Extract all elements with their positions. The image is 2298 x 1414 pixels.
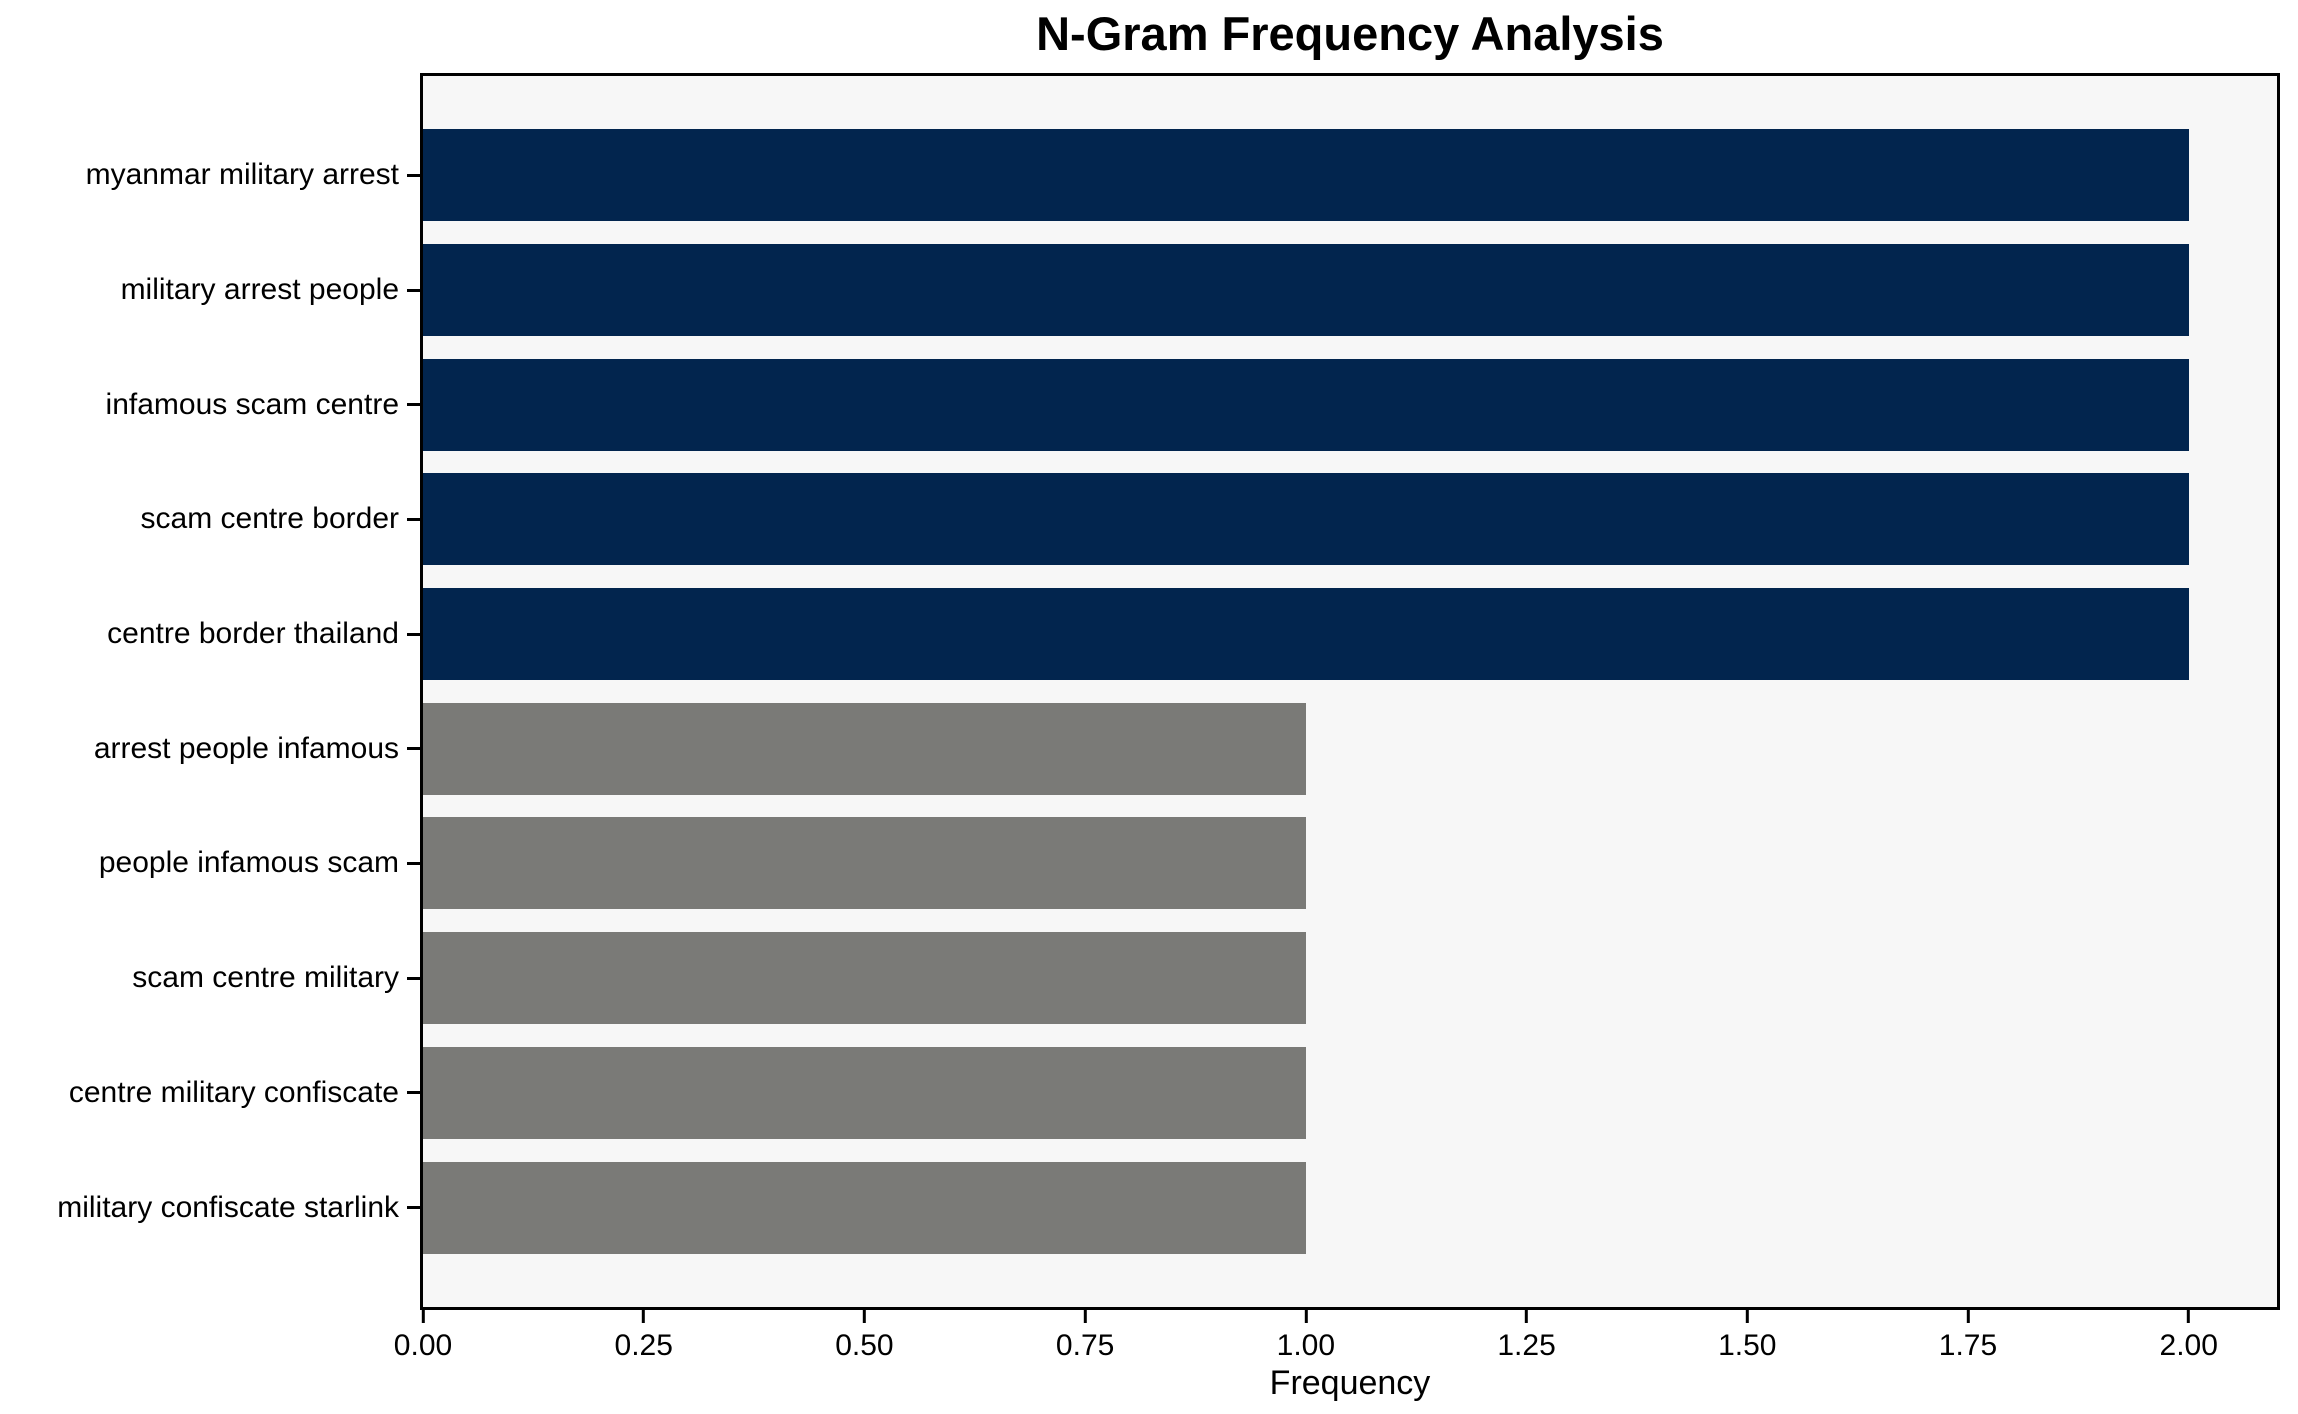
y-tick-label: centre border thailand	[107, 617, 399, 651]
bar	[423, 702, 1306, 795]
y-tick-row: infamous scam centre	[0, 347, 420, 462]
x-tick-label: 1.25	[1497, 1329, 1556, 1362]
y-axis: myanmar military arrest military arrest p…	[0, 118, 420, 1265]
x-tick-label: 1.50	[1718, 1329, 1777, 1362]
y-tick-row: scam centre border	[0, 462, 420, 577]
bar-row	[423, 1150, 2277, 1265]
y-tick-row: arrest people infamous	[0, 691, 420, 806]
x-tick-label: 1.75	[1938, 1329, 1998, 1362]
y-tick-label: arrest people infamous	[93, 731, 399, 765]
y-tick-mark	[407, 861, 420, 865]
x-tick: 0.75	[1056, 1310, 1114, 1363]
y-tick-label: infamous scam centre	[105, 387, 399, 421]
y-tick-row: centre border thailand	[0, 577, 420, 692]
plot-area	[420, 73, 2280, 1310]
x-tick-mark	[1966, 1310, 1970, 1323]
x-tick-mark	[1525, 1310, 1529, 1323]
x-tick-mark	[862, 1310, 866, 1323]
y-tick-label: centre military confiscate	[68, 1075, 399, 1109]
x-tick-label: 1.00	[1276, 1329, 1336, 1362]
x-tick: 1.50	[1718, 1310, 1776, 1363]
bar	[423, 358, 2189, 451]
y-tick-mark	[407, 288, 420, 292]
x-tick: 1.25	[1497, 1310, 1556, 1363]
y-tick-label: myanmar military arrest	[85, 158, 399, 192]
y-tick-label: military arrest people	[120, 273, 399, 307]
x-tick-label: 0.50	[835, 1329, 894, 1362]
y-tick-row: scam centre military	[0, 921, 420, 1036]
bar	[423, 473, 2189, 566]
y-tick-label: people infamous scam	[98, 846, 399, 880]
y-tick-mark	[407, 1206, 420, 1210]
x-axis: 0.00 0.25 0.50 0.75 1.00 1.25 1.50 1.75 2.00	[394, 1310, 2277, 1370]
x-tick-mark	[1083, 1310, 1087, 1323]
bar	[423, 129, 2189, 222]
bar-row	[423, 577, 2277, 692]
y-tick-row: myanmar military arrest	[0, 118, 420, 233]
y-tick-mark	[407, 747, 420, 751]
x-tick-mark	[642, 1310, 646, 1323]
y-tick-label: scam centre border	[140, 502, 399, 536]
bar-row	[423, 462, 2277, 577]
x-tick: 1.00	[1277, 1310, 1335, 1363]
x-tick-label: 0.00	[393, 1329, 453, 1362]
x-tick-mark	[1745, 1310, 1749, 1323]
bar-row	[423, 691, 2277, 806]
bar	[423, 932, 1306, 1025]
bar	[423, 588, 2189, 681]
y-tick-label: scam centre military	[132, 961, 399, 995]
x-tick-label: 0.25	[614, 1329, 673, 1362]
bars-layer	[423, 76, 2277, 1307]
x-tick-mark	[421, 1310, 425, 1323]
x-tick: 1.75	[1939, 1310, 1997, 1363]
bar-row	[423, 806, 2277, 921]
bar	[423, 244, 2189, 337]
x-tick-mark	[2187, 1310, 2191, 1323]
bar-row	[423, 233, 2277, 348]
x-axis-label: Frequency	[1269, 1364, 1431, 1402]
x-tick: 0.00	[394, 1310, 452, 1363]
x-tick-mark	[1304, 1310, 1308, 1323]
x-tick: 0.25	[615, 1310, 673, 1363]
bar	[423, 817, 1306, 910]
x-tick: 2.00	[2160, 1310, 2218, 1363]
y-tick-row: military arrest people	[0, 233, 420, 348]
y-tick-mark	[407, 173, 420, 177]
bar	[423, 1161, 1306, 1254]
chart-title: N-Gram Frequency Analysis	[1036, 7, 1664, 60]
y-tick-row: people infamous scam	[0, 806, 420, 921]
bar	[423, 1046, 1306, 1139]
y-tick-mark	[407, 976, 420, 980]
bar-row	[423, 1036, 2277, 1151]
y-tick-row: centre military confiscate	[0, 1036, 420, 1151]
x-tick-label: 2.00	[2159, 1329, 2218, 1362]
y-tick-mark	[407, 632, 420, 636]
x-tick-label: 0.75	[1055, 1329, 1115, 1362]
bar-row	[423, 921, 2277, 1036]
y-tick-row: military confiscate starlink	[0, 1150, 420, 1265]
bar-row	[423, 347, 2277, 462]
x-tick: 0.50	[835, 1310, 894, 1363]
y-tick-mark	[407, 517, 420, 521]
y-tick-label: military confiscate starlink	[57, 1190, 399, 1224]
y-tick-mark	[407, 403, 420, 407]
bar-row	[423, 118, 2277, 233]
y-tick-mark	[407, 1091, 420, 1095]
